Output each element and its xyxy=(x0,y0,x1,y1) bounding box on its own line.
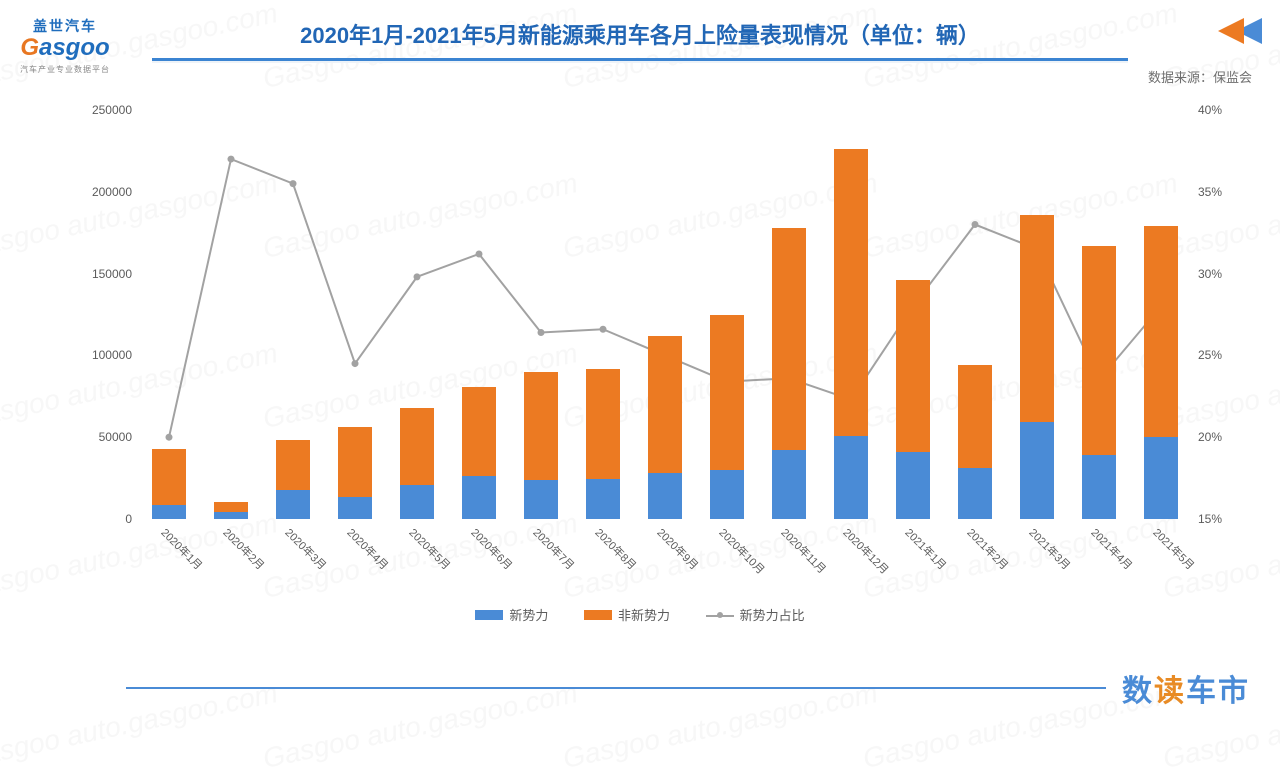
bar-segment-series1 xyxy=(834,436,867,519)
bar-group: 2020年5月 xyxy=(400,408,433,519)
bar-segment-series1 xyxy=(338,497,371,519)
y-right-tick: 40% xyxy=(1198,103,1238,117)
x-tick-label: 2020年2月 xyxy=(220,525,269,574)
chart-container: 0 50000 100000 150000 200000 250000 15% 20% 25% 3… xyxy=(28,94,1252,624)
footer-brand: 数读车市 xyxy=(126,666,1250,710)
y-left-tick: 150000 xyxy=(78,267,132,281)
bar-segment-series1 xyxy=(772,450,805,519)
bar-segment-series1 xyxy=(710,470,743,519)
x-tick-label: 2021年3月 xyxy=(1026,525,1075,574)
bar-group: 2020年8月 xyxy=(586,369,619,520)
logo-cn: 盖世汽车 xyxy=(20,16,110,36)
bar-segment-series2 xyxy=(338,427,371,497)
bar-group: 2020年7月 xyxy=(524,372,557,519)
brand-logo: 盖世汽车 Gasgoo 汽车产业专业数据平台 xyxy=(20,16,110,75)
logo-sub: 汽车产业专业数据平台 xyxy=(20,64,110,75)
bar-group: 2020年12月 xyxy=(834,149,867,519)
bar-segment-series1 xyxy=(214,512,247,519)
bar-segment-series2 xyxy=(276,440,309,489)
bar-segment-series2 xyxy=(152,449,185,505)
legend: 新势力 非新势力 新势力占比 xyxy=(28,605,1252,624)
page-title: 2020年1月-2021年5月新能源乘用车各月上险量表现情况（单位：辆） xyxy=(300,18,980,50)
bar-segment-series1 xyxy=(896,452,929,519)
bar-segment-series1 xyxy=(586,479,619,519)
bar-segment-series2 xyxy=(1144,226,1177,437)
bar-group: 2021年1月 xyxy=(896,280,929,519)
bar-group: 2021年2月 xyxy=(958,365,991,519)
bar-group: 2020年3月 xyxy=(276,440,309,519)
plot-area: 05000010000015000020000025000015%20%25%3… xyxy=(138,110,1192,519)
bar-group: 2020年4月 xyxy=(338,427,371,519)
y-right-tick: 30% xyxy=(1198,267,1238,281)
y-left-tick: 0 xyxy=(78,512,132,526)
y-right-tick: 20% xyxy=(1198,430,1238,444)
bar-segment-series1 xyxy=(462,476,495,519)
y-right-tick: 15% xyxy=(1198,512,1238,526)
legend-item-series1: 新势力 xyxy=(475,605,548,624)
bar-segment-series2 xyxy=(648,336,681,473)
y-left-tick: 250000 xyxy=(78,103,132,117)
y-left-tick: 50000 xyxy=(78,430,132,444)
bar-segment-series2 xyxy=(958,365,991,468)
x-tick-label: 2020年11月 xyxy=(778,525,830,577)
x-tick-label: 2020年10月 xyxy=(716,525,769,578)
bar-group: 2020年9月 xyxy=(648,336,681,519)
bar-segment-series2 xyxy=(462,387,495,477)
bar-segment-series1 xyxy=(1020,422,1053,519)
x-tick-label: 2020年6月 xyxy=(468,525,517,574)
decoration-arrow-icon xyxy=(1202,18,1262,44)
bar-segment-series2 xyxy=(214,502,247,513)
bar-group: 2020年10月 xyxy=(710,315,743,519)
bar-segment-series1 xyxy=(1082,455,1115,519)
legend-item-line: 新势力占比 xyxy=(706,605,805,624)
data-source-label: 数据来源：保监会 xyxy=(0,61,1280,86)
bar-segment-series1 xyxy=(400,485,433,519)
bar-segment-series2 xyxy=(1082,246,1115,455)
y-right-tick: 25% xyxy=(1198,348,1238,362)
x-tick-label: 2021年4月 xyxy=(1088,525,1137,574)
bar-segment-series2 xyxy=(524,372,557,480)
bar-segment-series1 xyxy=(1144,437,1177,519)
legend-item-series2: 非新势力 xyxy=(584,605,670,624)
x-tick-label: 2021年5月 xyxy=(1150,525,1199,574)
bar-group: 2020年6月 xyxy=(462,387,495,520)
bar-segment-series1 xyxy=(648,473,681,519)
bar-segment-series2 xyxy=(1020,215,1053,423)
bar-group: 2021年4月 xyxy=(1082,246,1115,519)
x-tick-label: 2021年2月 xyxy=(964,525,1013,574)
x-tick-label: 2020年1月 xyxy=(158,525,207,574)
bar-group: 2020年11月 xyxy=(772,228,805,519)
bar-segment-series1 xyxy=(276,490,309,519)
x-tick-label: 2020年9月 xyxy=(654,525,703,574)
x-tick-label: 2020年3月 xyxy=(282,525,331,574)
y-right-tick: 35% xyxy=(1198,185,1238,199)
bar-group: 2021年3月 xyxy=(1020,215,1053,519)
bar-segment-series1 xyxy=(152,505,185,519)
bar-segment-series2 xyxy=(586,369,619,479)
bar-segment-series2 xyxy=(834,149,867,435)
x-tick-label: 2020年7月 xyxy=(530,525,579,574)
bar-segment-series2 xyxy=(710,315,743,470)
x-tick-label: 2020年4月 xyxy=(344,525,393,574)
x-tick-label: 2020年5月 xyxy=(406,525,455,574)
bar-segment-series1 xyxy=(524,480,557,519)
bar-segment-series2 xyxy=(400,408,433,485)
bar-segment-series2 xyxy=(772,228,805,450)
bar-group: 2021年5月 xyxy=(1144,226,1177,519)
logo-en: Gasgoo xyxy=(20,36,110,60)
bar-group: 2020年2月 xyxy=(214,502,247,519)
x-tick-label: 2020年8月 xyxy=(592,525,641,574)
y-left-tick: 200000 xyxy=(78,185,132,199)
bar-segment-series1 xyxy=(958,468,991,519)
bar-segment-series2 xyxy=(896,280,929,452)
x-tick-label: 2021年1月 xyxy=(902,525,951,574)
bar-group: 2020年1月 xyxy=(152,449,185,519)
y-left-tick: 100000 xyxy=(78,348,132,362)
x-tick-label: 2020年12月 xyxy=(840,525,893,578)
